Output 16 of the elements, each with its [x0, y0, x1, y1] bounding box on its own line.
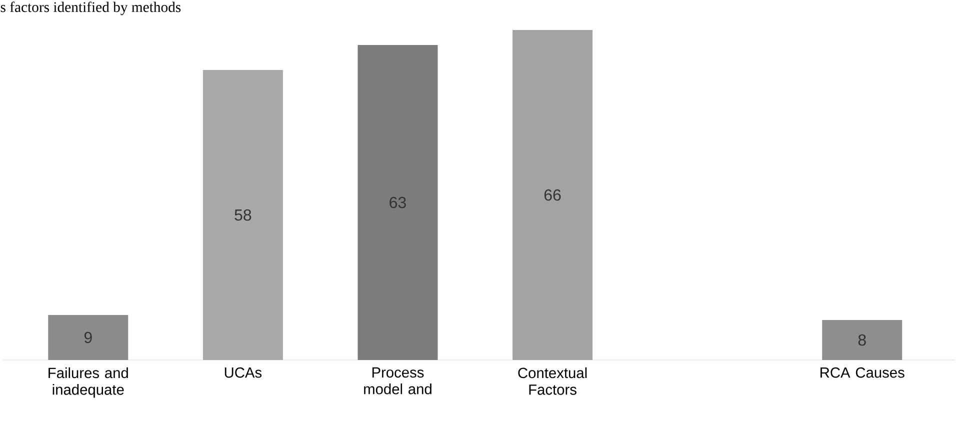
x-tick-label: Process model and [364, 367, 432, 394]
data-label: 58 [234, 209, 252, 221]
bar [202, 70, 283, 360]
x-tick-label: RCA Causes [820, 367, 904, 378]
bar [48, 315, 128, 360]
data-label: 66 [544, 189, 561, 201]
x-tick-label: Contextual Factors [518, 367, 587, 395]
x-tick-label: Failures and inadequate [48, 367, 128, 398]
data-label: 63 [390, 196, 406, 208]
data-label: 8 [858, 334, 866, 346]
bar [512, 30, 593, 360]
chart-title: s factors identified by methods [0, 2, 181, 16]
bar [358, 45, 438, 360]
bar [822, 320, 902, 360]
data-label: 9 [84, 332, 92, 344]
x-tick-label: UCAs [224, 367, 262, 378]
